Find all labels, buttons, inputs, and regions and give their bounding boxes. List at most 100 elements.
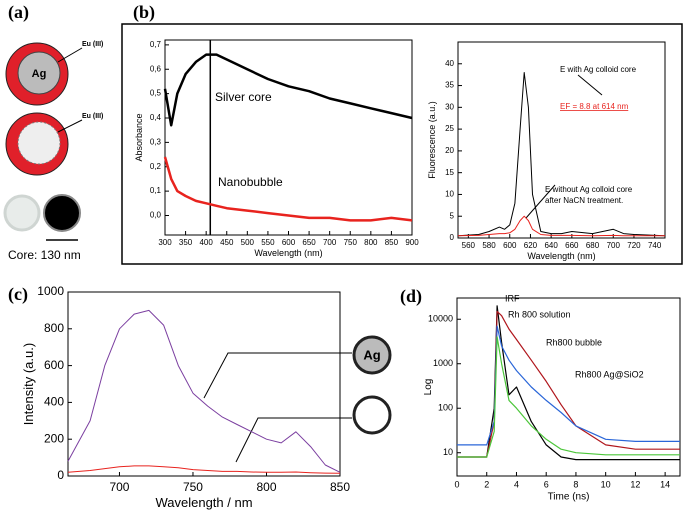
annotation: E without Ag colloid core (545, 185, 633, 194)
x-tick-label: 620 (524, 241, 538, 250)
x-tick-label: 10 (601, 479, 611, 489)
x-tick-label: 700 (109, 480, 129, 494)
x-tick-label: 900 (405, 238, 419, 247)
x-tick-label: 6 (544, 479, 549, 489)
y-tick-label: 0,3 (150, 137, 162, 146)
x-axis-label: Wavelength (nm) (254, 248, 322, 258)
annotation: Nanobubble (218, 175, 283, 189)
y-tick-label: 0,0 (150, 211, 162, 220)
x-tick-label: 700 (323, 238, 337, 247)
x-tick-label: 750 (344, 238, 358, 247)
x-tick-label: 580 (482, 241, 496, 250)
y-tick-label: 20 (445, 146, 454, 155)
data-line (67, 309, 341, 473)
y-tick-label: 600 (44, 358, 64, 372)
pointer (577, 74, 603, 96)
plot-frame (67, 291, 341, 477)
x-tick-label: 0 (454, 479, 459, 489)
pointer (525, 184, 556, 219)
y-tick-label: 0,5 (150, 89, 162, 98)
y-tick-label: 0,7 (150, 40, 162, 49)
x-tick-label: 660 (565, 241, 579, 250)
annotation: after NaCN treatment. (545, 196, 623, 205)
pointer (57, 47, 83, 63)
y-tick-label: 800 (44, 321, 64, 335)
x-tick-label: 700 (607, 241, 621, 250)
pointer (57, 119, 83, 133)
x-tick-label: 740 (648, 241, 662, 250)
y-tick-label: 35 (445, 81, 454, 90)
data-line (67, 465, 341, 474)
x-axis-label: Wavelength (nm) (527, 251, 595, 261)
y-tick-label: 30 (445, 102, 454, 111)
y-tick-label: 10 (445, 190, 454, 199)
x-tick-label: 300 (158, 238, 172, 247)
x-tick-label: 720 (627, 241, 641, 250)
data-line (457, 336, 680, 458)
y-tick-label: 200 (44, 431, 64, 445)
panel-label: (a) (8, 2, 29, 23)
y-tick-label: 10000 (428, 314, 453, 324)
tem-image (3, 194, 41, 232)
series-label: Rh800 Ag@SiO2 (575, 369, 644, 379)
series-label: Rh 800 solution (508, 309, 571, 319)
y-tick-label: 0,4 (150, 113, 162, 122)
x-tick-label: 2 (484, 479, 489, 489)
y-tick-label: 15 (445, 168, 454, 177)
eu-label: Eu (III) (82, 41, 103, 48)
y-axis-label: Fluorescence (a.u.) (427, 101, 437, 179)
pointer (203, 352, 352, 399)
annotation: Silver core (215, 90, 272, 104)
y-axis-label: Log (423, 379, 434, 396)
y-tick-label: 400 (44, 395, 64, 409)
y-tick-label: 0,1 (150, 186, 162, 195)
panel-label: (d) (400, 286, 422, 307)
data-line (457, 72, 666, 237)
annotation: E with Ag colloid core (560, 65, 637, 74)
y-tick-label: 1000 (37, 284, 64, 298)
x-tick-label: 12 (630, 479, 640, 489)
ag-label: Ag (32, 68, 47, 80)
data-line (457, 215, 665, 237)
y-tick-label: 100 (438, 403, 453, 413)
ag-core (17, 51, 61, 95)
data-line (163, 156, 413, 222)
annotation: EF = 8.8 at 614 nm (560, 102, 629, 111)
x-tick-label: 800 (256, 480, 276, 494)
y-tick-label: 40 (445, 59, 454, 68)
y-tick-label: 0 (57, 468, 64, 482)
x-tick-label: 800 (364, 238, 378, 247)
x-axis-label: Wavelength / nm (155, 495, 252, 510)
x-tick-label: 450 (220, 238, 234, 247)
y-axis-label: Intensity (a.u.) (21, 343, 36, 425)
core-size: Core: 130 nm (8, 248, 81, 262)
x-tick-label: 640 (544, 241, 558, 250)
panel-label: (b) (133, 2, 155, 23)
y-tick-label: 0 (450, 233, 455, 242)
empty-core (17, 121, 61, 165)
y-tick-label: 5 (450, 211, 455, 220)
series-label: IRF (505, 293, 520, 303)
x-tick-label: 650 (302, 238, 316, 247)
x-tick-label: 350 (179, 238, 193, 247)
x-tick-label: 500 (241, 238, 255, 247)
y-tick-label: 25 (445, 124, 454, 133)
bubble-icon (352, 395, 392, 435)
x-tick-label: 4 (514, 479, 519, 489)
x-tick-label: 850 (330, 480, 350, 494)
x-tick-label: 550 (261, 238, 275, 247)
y-tick-label: 1000 (433, 358, 453, 368)
x-tick-label: 8 (573, 479, 578, 489)
eu-label: Eu (III) (82, 113, 103, 120)
y-tick-label: 0,6 (150, 64, 162, 73)
x-tick-label: 680 (586, 241, 600, 250)
x-tick-label: 400 (199, 238, 213, 247)
pointer (235, 417, 352, 463)
tem-image (43, 194, 81, 232)
plot-frame (164, 39, 413, 236)
y-tick-label: 0,2 (150, 162, 162, 171)
x-tick-label: 850 (385, 238, 399, 247)
panel-label: (c) (8, 284, 28, 305)
x-tick-label: 600 (282, 238, 296, 247)
